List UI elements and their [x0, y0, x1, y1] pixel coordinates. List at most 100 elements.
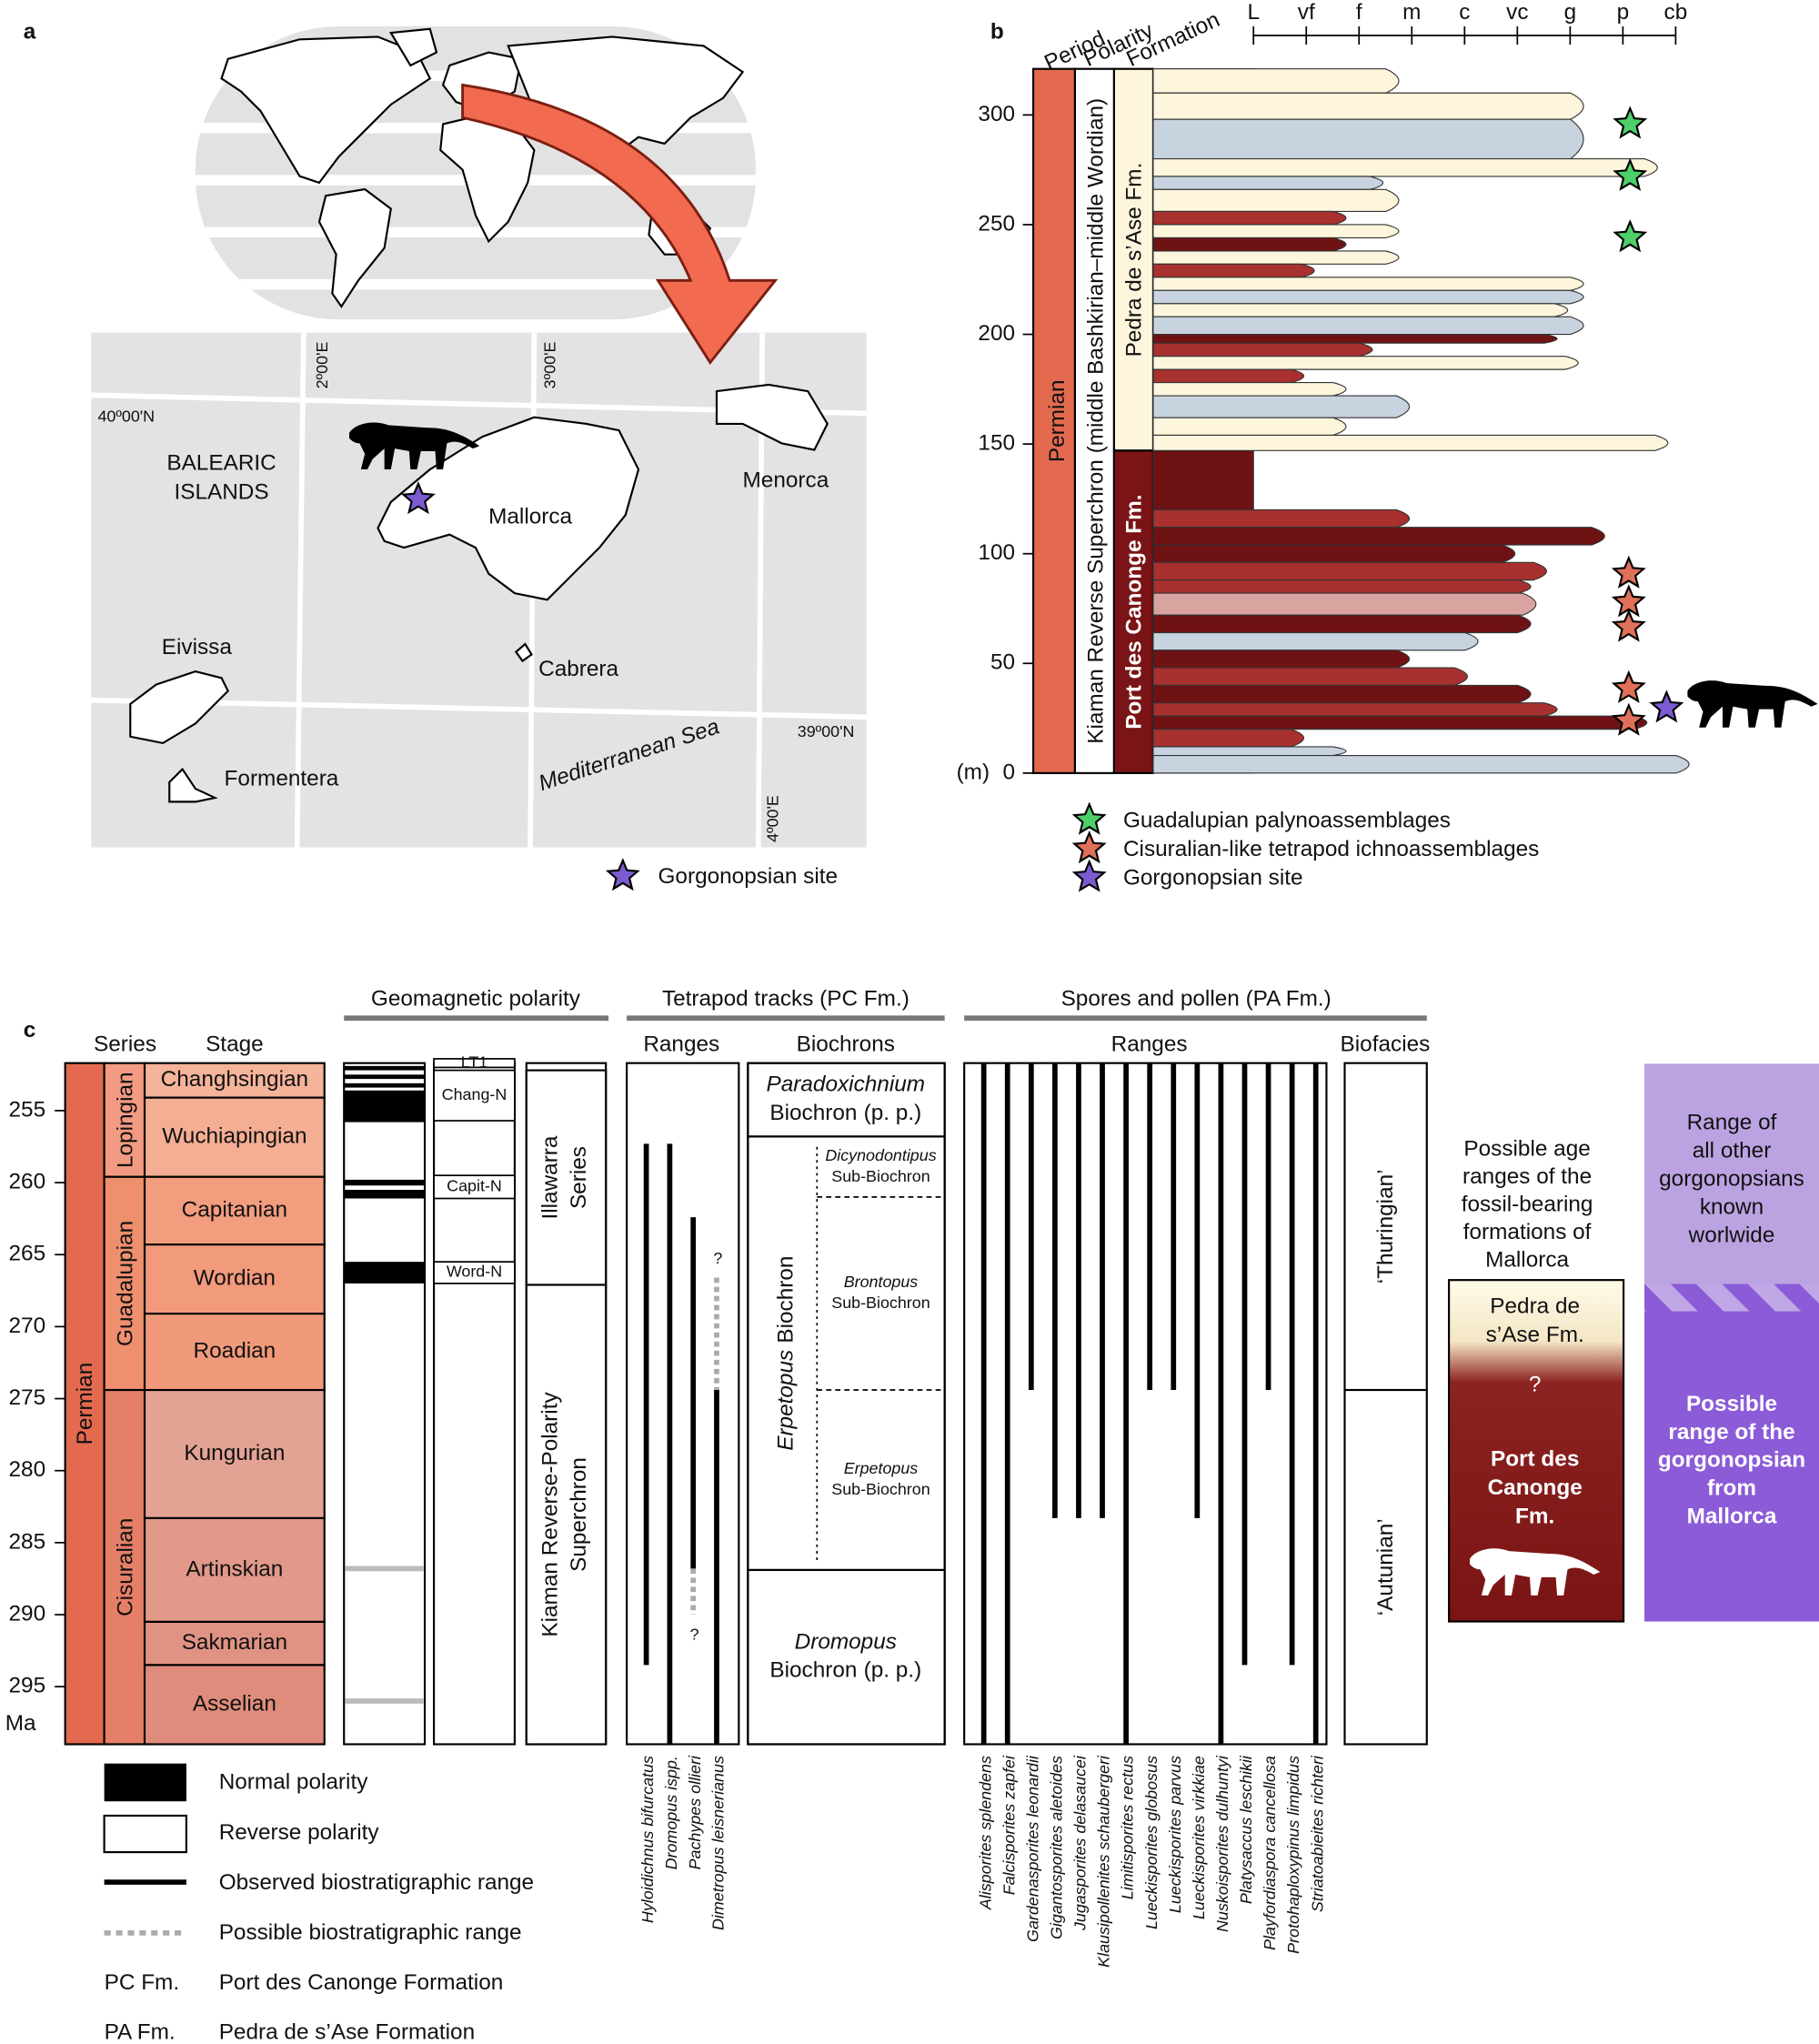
- polarity-unit: [525, 1284, 608, 1746]
- column-header: Ranges: [643, 1032, 719, 1057]
- panel-label: b: [990, 20, 1004, 45]
- log-bed: [1152, 715, 1648, 730]
- biofacies-label: ‘Autunian’: [1373, 1518, 1398, 1616]
- biochron-label: Paradoxichnium: [767, 1072, 926, 1097]
- log-bed: [1152, 118, 1584, 160]
- uncertainty-mark: ?: [1529, 1373, 1542, 1397]
- biochron-rank: Biochron: [774, 1256, 799, 1344]
- log-bed: [1152, 382, 1347, 397]
- legend-label: Gorgonopsian site: [658, 864, 838, 889]
- taxon-label: Alisporites splendens: [976, 1756, 994, 1910]
- inset-map: [91, 332, 867, 848]
- sub-biochron-label: Dicynodontipus: [825, 1146, 936, 1164]
- log-bed: [1152, 188, 1400, 213]
- period-label: Permian: [1045, 379, 1070, 462]
- taxon-label: Gigantosporites aletoides: [1047, 1756, 1065, 1939]
- zone-column: [433, 1062, 516, 1746]
- y-tick-label: 0: [1002, 760, 1015, 784]
- column-header: Series: [94, 1032, 156, 1057]
- biochron-box: [747, 1568, 946, 1746]
- log-bed: [1152, 754, 1690, 774]
- column-header: Biofacies: [1341, 1032, 1431, 1057]
- region-label: BALEARIC: [166, 451, 276, 476]
- group-title: Tetrapod tracks (PC Fm.): [662, 987, 910, 1012]
- range-label: known: [1700, 1195, 1764, 1220]
- formation-label: Port des: [1491, 1446, 1579, 1471]
- star-symbol: [1613, 157, 1648, 191]
- grain-size-label: c: [1459, 0, 1470, 25]
- region-label: ISLANDS: [174, 479, 268, 504]
- formation-box: [1112, 449, 1154, 774]
- biochron-label: Dromopus: [795, 1629, 897, 1654]
- caption-line: formations of: [1463, 1220, 1592, 1244]
- range-label: from: [1707, 1476, 1756, 1501]
- arrow: [461, 83, 779, 366]
- y-tick-label: 300: [978, 102, 1015, 126]
- grain-size-label: L: [1247, 0, 1260, 25]
- column-header: Ranges: [1111, 1032, 1188, 1057]
- uncertainty-mark: ?: [690, 1626, 699, 1644]
- taxon-label: Lueckisporites virkkiae: [1190, 1756, 1208, 1919]
- star-symbol: [1611, 670, 1646, 703]
- log-bed: [1152, 649, 1411, 669]
- biochron-label: Biochron (p. p.): [769, 1658, 921, 1683]
- log-bed: [1152, 508, 1411, 529]
- log-bed: [1152, 176, 1384, 190]
- column-header: Biochrons: [797, 1032, 895, 1057]
- series-box: [103, 1175, 146, 1392]
- range-label: Possible: [1686, 1392, 1777, 1416]
- taxon-label: Lueckisporites globosus: [1142, 1756, 1161, 1929]
- biofacies-label: ‘Thuringian’: [1373, 1169, 1398, 1284]
- log-bed: [1152, 434, 1669, 451]
- taxon-label: Gardenasporites leonardii: [1023, 1755, 1041, 1942]
- log-bed: [1152, 289, 1584, 305]
- log-bed: [1152, 250, 1400, 265]
- taxon-label: Klausipollenites schaubergeri: [1095, 1755, 1113, 1968]
- grain-size-label: vf: [1298, 0, 1315, 25]
- y-tick-label: 200: [978, 321, 1015, 346]
- log-bed: [1152, 702, 1558, 717]
- island-label: Menorca: [743, 468, 829, 492]
- taxon-label: Striatoabieites richteri: [1308, 1755, 1326, 1912]
- y-tick-label: 280: [9, 1457, 46, 1482]
- biochron-qualifier: (p. p.): [864, 1658, 922, 1683]
- taxon-label: Hyloidichnus bifurcatus: [638, 1756, 657, 1923]
- log-bed: [1152, 667, 1468, 686]
- polarity-column: [343, 1062, 427, 1746]
- taxon-label: Platysaccus leschikii: [1237, 1755, 1255, 1904]
- taxon-label: Dimetropus leisnerianus: [709, 1756, 728, 1930]
- island-label: Cabrera: [538, 657, 618, 681]
- legend-label: Normal polarity: [219, 1770, 369, 1795]
- period-label: Permian: [73, 1363, 97, 1445]
- stage-label: Wordian: [194, 1266, 276, 1291]
- taxon-label: Playfordiaspora cancellosa: [1261, 1756, 1279, 1950]
- range-box-lower: [1644, 1311, 1819, 1622]
- star-symbol: [1611, 555, 1646, 589]
- zone-label: LT1: [461, 1052, 488, 1071]
- grain-size-label: vc: [1506, 0, 1528, 25]
- panel-label: a: [24, 20, 36, 45]
- log-bed: [1152, 561, 1548, 581]
- stage-label: Changhsingian: [161, 1067, 308, 1092]
- y-tick-label: 265: [9, 1242, 46, 1266]
- latitude-label: 39º00'N: [798, 722, 855, 740]
- star-symbol: [1613, 219, 1648, 253]
- log-bed: [1152, 224, 1400, 238]
- sub-biochron-label: Brontopus: [844, 1273, 919, 1291]
- log-bed: [1152, 303, 1569, 317]
- log-bed: [1152, 368, 1305, 384]
- taxon-label: Jugasporites delasaucei: [1071, 1755, 1090, 1931]
- biochron-rank: Biochron: [769, 1658, 857, 1683]
- formation-label: Canonge: [1488, 1475, 1583, 1500]
- stage-box: [143, 1664, 326, 1746]
- log-bed: [1152, 210, 1347, 226]
- legend-label: Observed biostratigraphic range: [219, 1870, 534, 1895]
- series-label: Cisuralian: [113, 1518, 137, 1616]
- taxon-label: Limitisporites rectus: [1119, 1756, 1137, 1899]
- stage-label: Wuchiapingian: [162, 1124, 307, 1149]
- y-tick-label: 100: [978, 540, 1015, 565]
- range-label: worlwide: [1688, 1223, 1775, 1247]
- log-bed: [1152, 544, 1516, 563]
- grain-size-label: p: [1617, 0, 1630, 25]
